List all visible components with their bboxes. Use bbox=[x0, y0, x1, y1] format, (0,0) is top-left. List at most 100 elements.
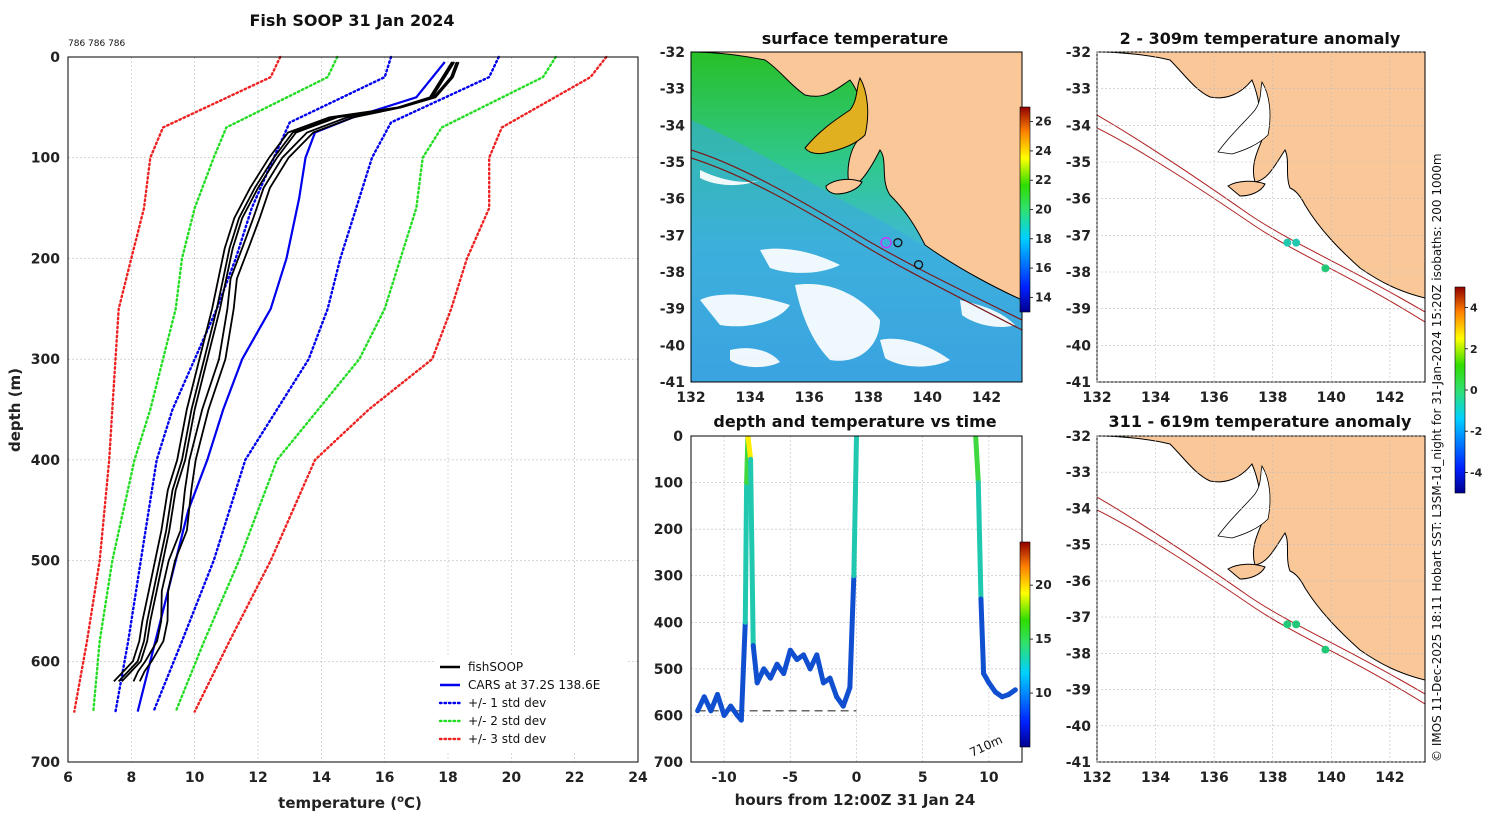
map-y-tick-label: -40 bbox=[660, 338, 686, 354]
sst-station-marker bbox=[913, 260, 924, 270]
profile-y-tick-label: 200 bbox=[31, 251, 60, 267]
anomaly-point bbox=[1292, 620, 1301, 629]
map-y-tick-label: -40 bbox=[1066, 338, 1092, 354]
sst-land bbox=[691, 52, 1022, 301]
ts-track-segment bbox=[973, 436, 981, 486]
std-band-upper bbox=[152, 55, 500, 713]
timeseries-y-ticks: 0 100 200 300 400 500 600 700 bbox=[654, 429, 683, 771]
map-y-tick-label: -34 bbox=[660, 118, 686, 134]
map-y-tick-label: -38 bbox=[1066, 265, 1091, 281]
ts-y-tick-label: 100 bbox=[654, 476, 683, 492]
fishsoop-profile-line bbox=[132, 61, 458, 682]
ts-track-segment bbox=[714, 691, 727, 718]
anomaly-shallow-map bbox=[1097, 52, 1425, 382]
map-y-tick-label: -36 bbox=[660, 192, 685, 208]
anom-cb-tick-label: -2 bbox=[1470, 425, 1482, 438]
sst-cb-tick-label: 22 bbox=[1035, 173, 1052, 187]
profile-x-tick-label: 14 bbox=[312, 770, 332, 786]
map-y-tick-label: -38 bbox=[660, 265, 685, 281]
anom-cb-tick-label: 2 bbox=[1470, 343, 1478, 356]
timeseries-colorbar-ticks: 20 15 10 bbox=[1030, 578, 1052, 700]
map-y-tick-label: -41 bbox=[1066, 755, 1091, 771]
sst-cb-tick-label: 16 bbox=[1035, 261, 1052, 275]
map-y-tick-label: -39 bbox=[1066, 683, 1091, 699]
anomaly-shallow-title: 2 - 309m temperature anomaly bbox=[1120, 29, 1401, 48]
map-x-tick-label: 138 bbox=[1258, 770, 1287, 786]
anomaly-shallow-panel: 2 - 309m temperature anomaly 132 134 136 13… bbox=[1066, 29, 1426, 406]
map-y-tick-label: -33 bbox=[660, 82, 685, 98]
ts-x-tick-label: 10 bbox=[979, 770, 999, 786]
profile-axes-frame bbox=[67, 56, 639, 763]
sst-colorbar bbox=[1019, 106, 1031, 313]
profile-x-tick-label: 22 bbox=[565, 770, 584, 786]
sst-markers bbox=[880, 237, 924, 270]
map-x-tick-label: 136 bbox=[1200, 770, 1229, 786]
map-y-tick-label: -33 bbox=[1066, 465, 1091, 481]
profile-y-tick-label: 500 bbox=[31, 554, 60, 570]
anom-cb-tick-label: 0 bbox=[1470, 384, 1478, 397]
profile-y-tick-label: 600 bbox=[31, 654, 60, 670]
legend-label: +/- 3 std dev bbox=[468, 732, 546, 746]
anomaly-deep-points bbox=[1283, 620, 1330, 654]
map-y-tick-label: -36 bbox=[1066, 192, 1091, 208]
map-y-tick-label: -34 bbox=[1066, 501, 1092, 517]
map-y-tick-label: -37 bbox=[1066, 610, 1091, 626]
sst-map-title: surface temperature bbox=[762, 29, 949, 48]
sst-map-panel: surface temperature 132 134 136 138 140 142 -… bbox=[660, 29, 1052, 406]
profile-x-tick-label: 16 bbox=[375, 770, 394, 786]
sst-colorbar-ticks: 26 24 22 20 18 16 14 bbox=[1030, 115, 1052, 304]
anomaly-point bbox=[1321, 264, 1330, 273]
ts-cb-tick-label: 15 bbox=[1035, 632, 1052, 646]
sst-island bbox=[825, 178, 863, 195]
ts-track-segment bbox=[738, 619, 748, 723]
anomaly-point bbox=[1292, 238, 1301, 247]
map-y-tick-label: -32 bbox=[1066, 429, 1091, 445]
ts-track-segment bbox=[745, 436, 754, 462]
profile-y-tick-label: 100 bbox=[31, 151, 60, 167]
map-y-tick-label: -34 bbox=[1066, 118, 1092, 134]
anomaly-point bbox=[1283, 620, 1292, 629]
profile-ylabel: depth (m) bbox=[6, 368, 24, 452]
anomaly-shallow-y-ticks: -32 -33 -34 -35 -36 -37 -38 -39 -40 -41 bbox=[1066, 45, 1092, 391]
map-y-tick-label: -37 bbox=[1066, 228, 1091, 244]
ts-y-tick-label: 700 bbox=[654, 755, 683, 771]
anomaly-point bbox=[1321, 645, 1330, 654]
ts-track-segment bbox=[814, 652, 826, 686]
anomaly-colorbar-ticks: 4 2 0 -2 -4 bbox=[1465, 302, 1483, 479]
anomaly-point bbox=[1283, 238, 1292, 247]
anomaly-shallow-x-ticks: 132 134 136 138 140 142 bbox=[1082, 51, 1425, 406]
map-y-tick-label: -39 bbox=[660, 302, 685, 318]
map-y-tick-label: -37 bbox=[660, 228, 685, 244]
profile-legend: fishSOOP CARS at 37.2S 138.6E +/- 1 std de… bbox=[436, 657, 628, 751]
map-y-tick-label: -35 bbox=[660, 155, 685, 171]
profile-x-ticks: 6 8 10 12 14 16 18 20 22 24 bbox=[63, 770, 648, 786]
ts-y-tick-label: 400 bbox=[654, 615, 683, 631]
map-x-tick-label: 136 bbox=[1200, 390, 1229, 406]
anomaly-colorbar bbox=[1454, 286, 1466, 494]
ts-track-segment bbox=[1006, 687, 1018, 697]
map-x-tick-label: 142 bbox=[972, 390, 1001, 406]
map-y-tick-label: -38 bbox=[1066, 646, 1091, 662]
legend-label: CARS at 37.2S 138.6E bbox=[468, 678, 600, 692]
ts-track-segment bbox=[750, 643, 760, 686]
profile-top-note: 786 786 786 bbox=[68, 39, 126, 49]
ts-track-segment bbox=[748, 456, 756, 649]
anomaly-deep-y-ticks: -32 -33 -34 -35 -36 -37 -38 -39 -40 -41 bbox=[1066, 429, 1092, 771]
ts-track-segment bbox=[851, 436, 859, 579]
ts-x-tick-label: 0 bbox=[852, 770, 862, 786]
map-y-tick-label: -39 bbox=[1066, 302, 1091, 318]
timeseries-colorbar bbox=[1019, 541, 1031, 748]
fishsoop-profile-line bbox=[138, 61, 460, 682]
anomaly-deep-title: 311 - 619m temperature anomaly bbox=[1109, 412, 1412, 431]
fishsoop-profile-line bbox=[121, 61, 456, 683]
map-y-tick-label: -32 bbox=[660, 45, 685, 61]
side-caption: © IMOS 11-Dec-2025 18:11 Hobart SST: L3S… bbox=[1430, 153, 1444, 762]
sst-gulf-water bbox=[804, 76, 869, 155]
ts-track-segment bbox=[847, 573, 857, 690]
profile-panel: Fish SOOP 31 Jan 2024 786 786 786 6 8 10 12… bbox=[6, 11, 648, 812]
legend-box bbox=[436, 657, 628, 751]
ts-y-tick-label: 300 bbox=[654, 569, 683, 585]
map-x-tick-label: 140 bbox=[1317, 390, 1346, 406]
std-band-upper bbox=[174, 55, 557, 713]
